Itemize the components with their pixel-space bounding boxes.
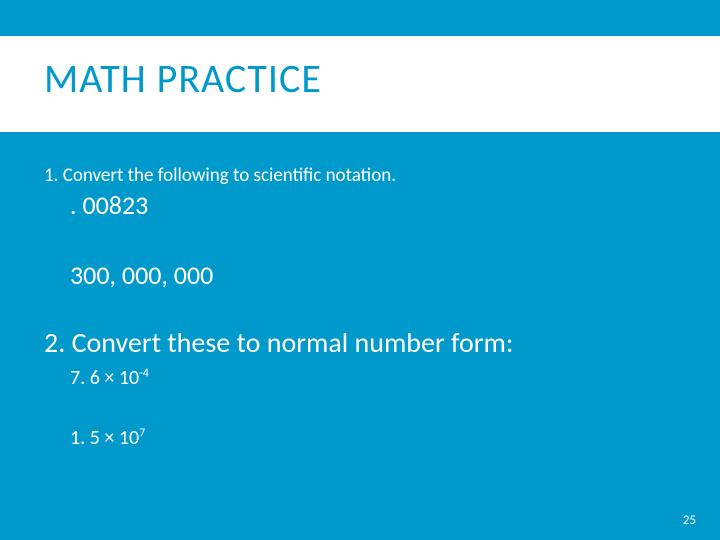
slide-title: MATH PRACTICE [44,54,322,103]
q2-val1-exp: -4 [139,366,149,380]
page-number: 25 [683,513,696,528]
q2-val2-base: 1. 5 × 10 [70,426,139,450]
q2-val2-exp: 7 [139,426,145,440]
slide-content: 1. Convert the following to scientific n… [44,164,676,450]
question-1-value-2: 300, 000, 000 [70,259,676,291]
question-2-value-1: 7. 6 × 10-4 [70,366,676,390]
question-1-prompt: 1. Convert the following to scientific n… [44,164,676,187]
question-2-value-2: 1. 5 × 107 [70,426,676,450]
question-1-value-1: . 00823 [70,189,676,221]
q2-val1-base: 7. 6 × 10 [70,366,139,390]
question-2-prompt: 2. Convert these to normal number form: [44,325,676,360]
